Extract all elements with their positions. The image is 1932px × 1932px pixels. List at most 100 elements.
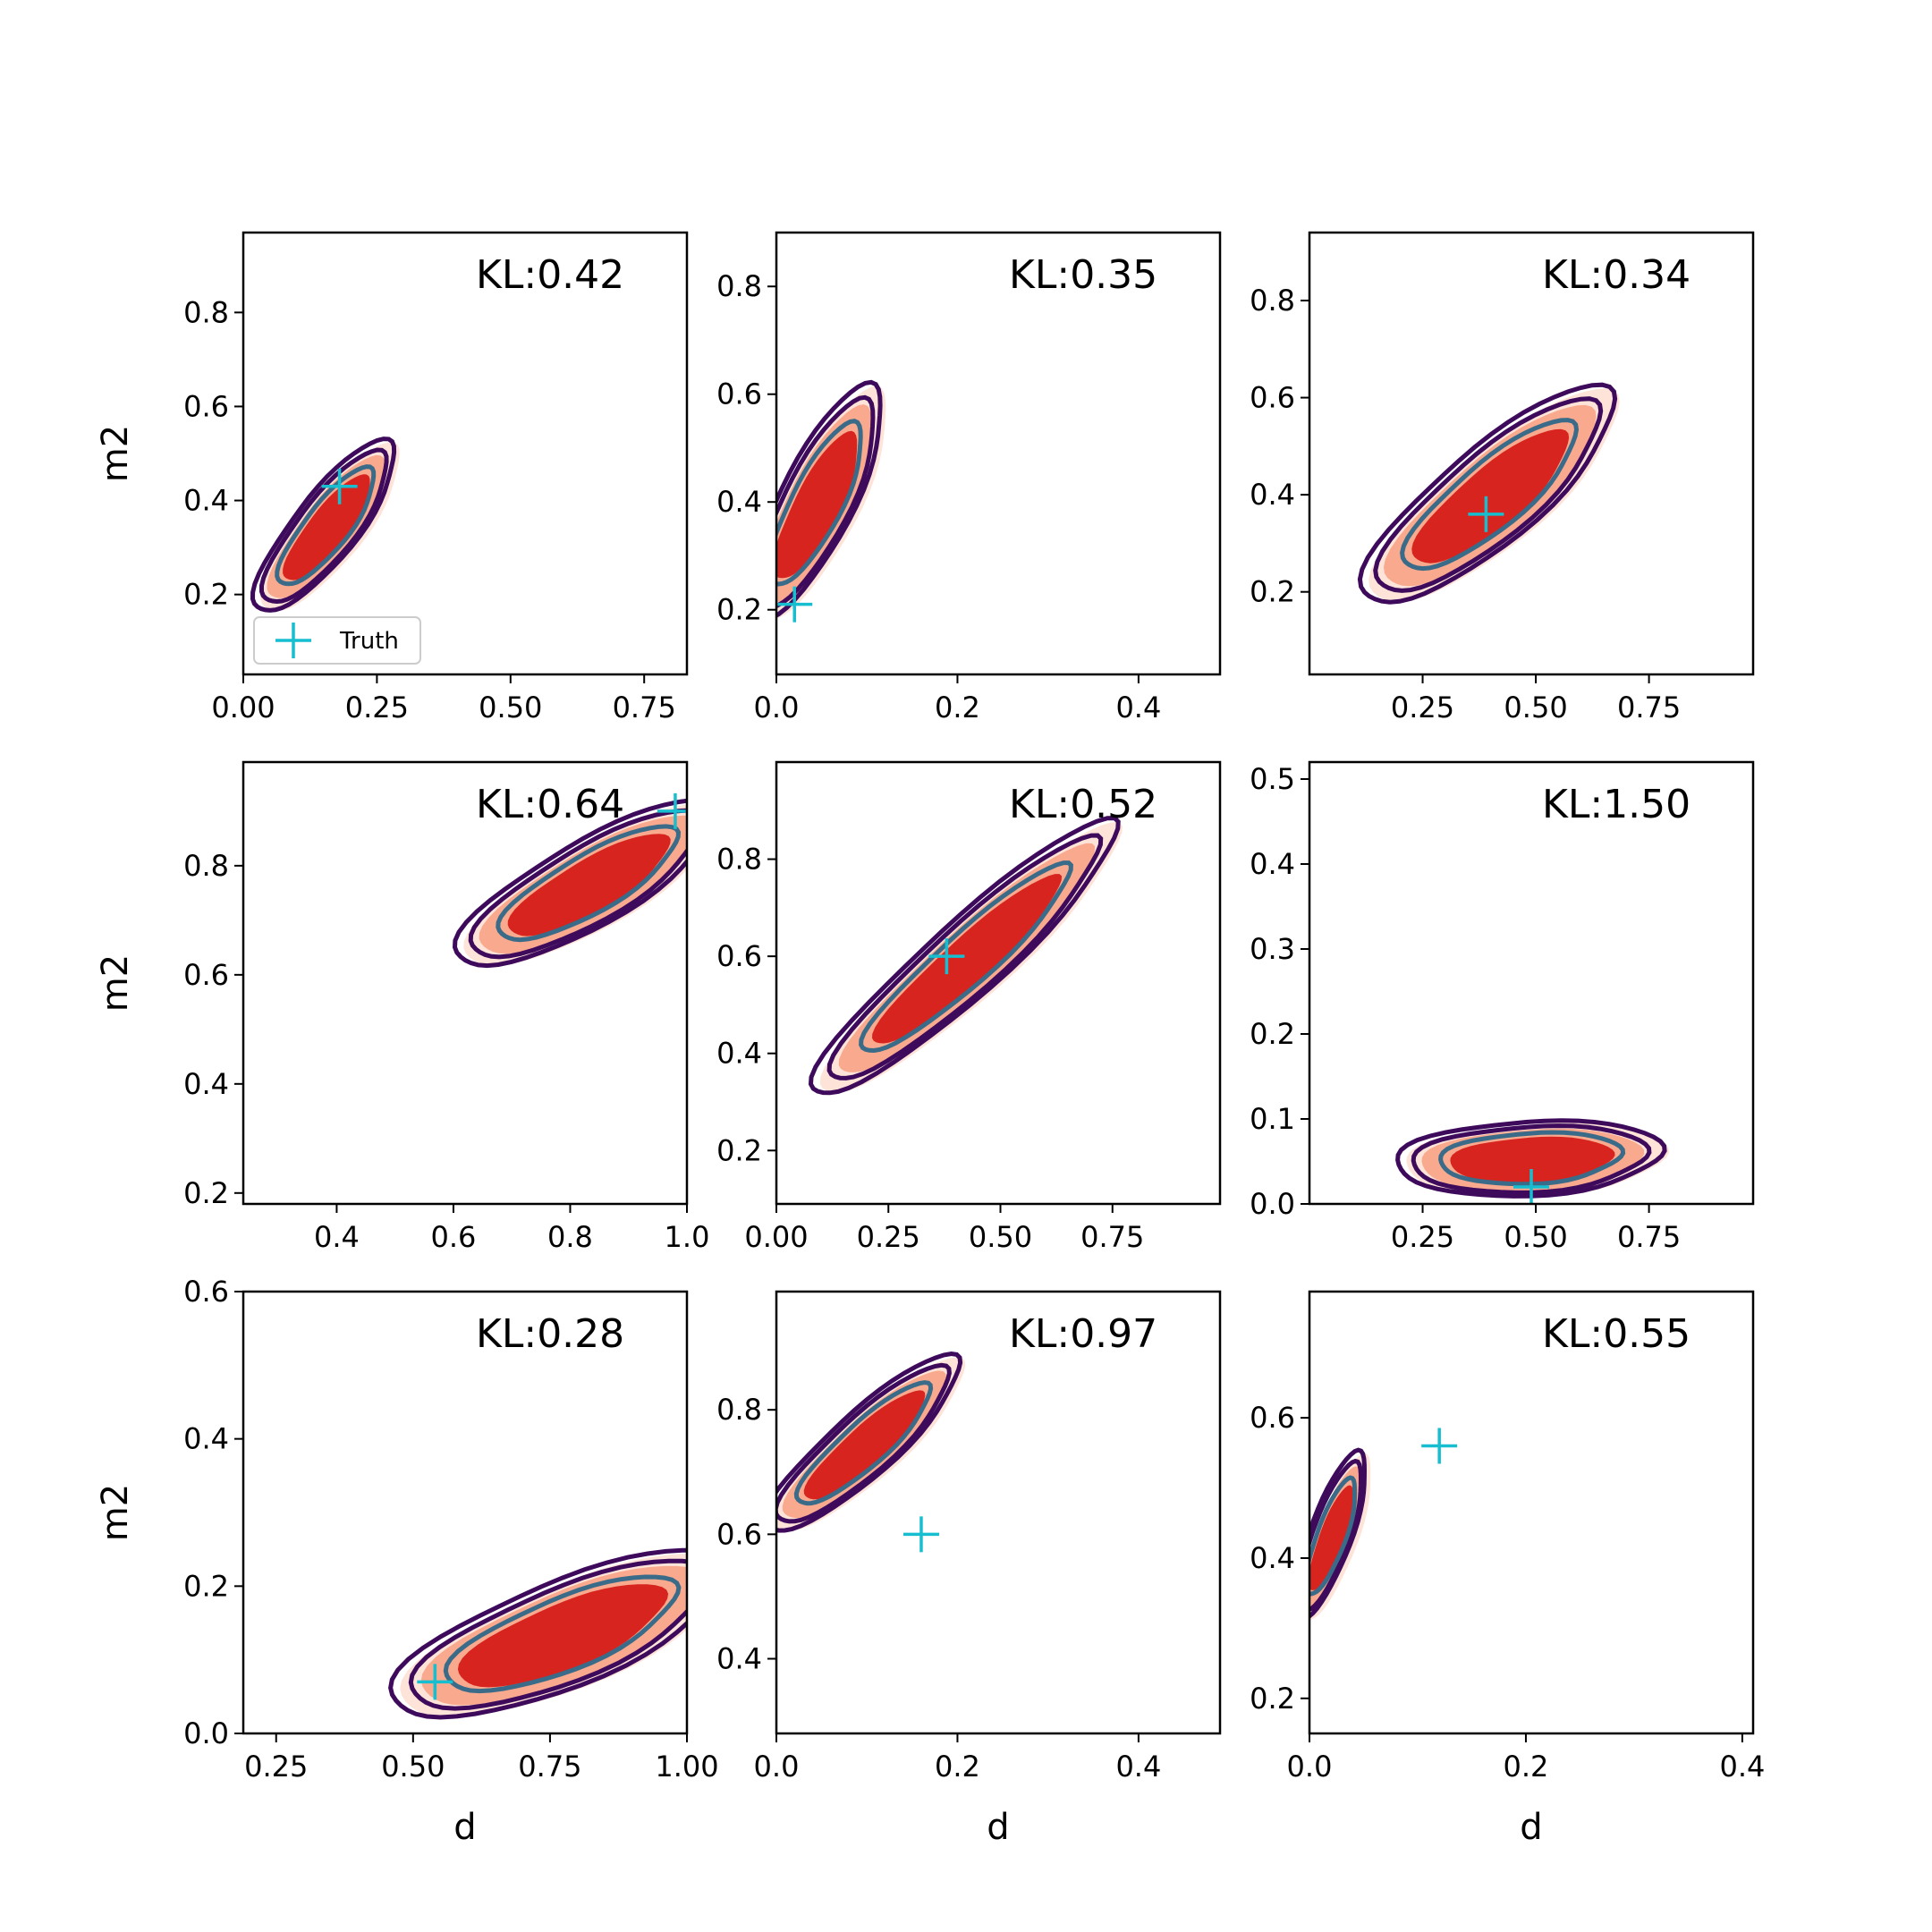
x-tick-label: 0.2 [935,691,980,724]
y-tick-label: 0.4 [716,485,762,519]
density-contours [1395,1118,1669,1204]
y-tick-label: 0.0 [1250,1187,1295,1221]
panel-3: 0.25 0.50 0.75 0.2 0.4 0.6 0.8 KL:0.34 [1250,231,1755,724]
contour-outer-line [1357,382,1618,605]
y-tick-label: 0.4 [716,1642,762,1676]
kl-annotation: KL:0.97 [1009,1311,1157,1357]
density-fill-inner [1411,428,1570,564]
density-contours [1357,382,1620,605]
contour-inner-line [443,1574,682,1694]
y-tick-label: 0.6 [716,939,762,973]
x-tick-label: 0.50 [969,1220,1032,1254]
y-tick-label: 0.8 [183,295,229,329]
truth-marker [1513,1169,1549,1204]
contour-mid-line [1309,1458,1364,1613]
panel-5: 0.00 0.25 0.50 0.75 0.2 0.4 0.6 0.8 KL:0.52 [716,760,1222,1254]
x-tick-label: 0.00 [211,691,275,724]
panel-1: 0.00 0.25 0.50 0.75 0.2 0.4 0.6 0.8 KL:0.42 m2 Tru… [95,231,689,724]
x-tick-label: 0.50 [1504,1220,1567,1254]
density-fill-inner [776,430,858,579]
contour-mid-line [259,447,389,605]
axes-frame [1308,231,1755,676]
x-tick-label: 0.0 [754,1750,800,1784]
y-tick-label: 0.2 [1250,575,1295,609]
density-fill-inner [1450,1136,1615,1183]
density-contours [776,379,886,623]
y-axis-label: m2 [95,954,136,1012]
y-axis-label: m2 [95,425,136,482]
y-tick-label: 0.1 [1250,1102,1295,1136]
axes-frame [242,231,689,676]
contour-inner-line [776,419,863,587]
truth-marker [902,1516,939,1553]
truth-marker [928,938,965,975]
y-tick-label: 0.6 [716,1517,762,1551]
panel-8: 0.0 0.2 0.4 0.4 0.6 0.8 KL:0.97 d [716,1290,1222,1848]
y-tick-label: 0.4 [183,1067,229,1101]
contour-inner-line [793,1380,934,1506]
x-tick-label: 0.25 [1391,1220,1454,1254]
contour-inner-line [1438,1130,1626,1187]
density-fill-inner [872,874,1062,1044]
truth-marker [321,468,358,504]
panel-6: 0.25 0.50 0.75 0.0 0.1 0.2 0.3 0.4 0.5 KL:1.50 [1250,760,1755,1254]
y-tick-label: 0.8 [716,269,762,303]
contour-inner-line [859,860,1073,1054]
density-contours [1309,1428,1458,1621]
x-tick-label: 0.25 [345,691,409,724]
y-tick-label: 0.8 [1250,284,1295,318]
y-tick-label: 0.2 [716,593,762,627]
kl-annotation: KL:1.50 [1542,782,1690,827]
x-axis-label: d [453,1807,476,1848]
kl-annotation: KL:0.55 [1542,1311,1690,1357]
x-tick-label: 1.0 [665,1220,710,1254]
density-fill-inner [1309,1485,1353,1590]
contour-mid-line [776,394,876,609]
x-tick-label: 1.00 [655,1750,718,1784]
y-tick-label: 0.4 [1250,847,1295,881]
axes-frame [242,1290,689,1735]
contour-mid-line [468,808,687,960]
x-tick-label: 0.4 [1115,691,1161,724]
x-tick-label: 0.0 [1287,1750,1333,1784]
density-fill-inner [507,834,671,936]
y-tick-label: 0.6 [1250,381,1295,415]
contour-inner-line [496,824,682,943]
axes-frame [1308,760,1755,1206]
contour-outer-line [250,436,397,613]
x-tick-label: 0.50 [381,1750,445,1784]
x-tick-label: 0.0 [754,691,800,724]
contour-outer-line [808,816,1121,1096]
truth-marker [776,586,813,623]
truth-marker [1421,1428,1458,1464]
y-tick-label: 0.2 [1250,1017,1295,1051]
y-tick-label: 0.8 [716,1393,762,1427]
contour-inner-line [1400,418,1580,572]
legend-truth-label: Truth [339,628,399,655]
y-tick-label: 0.2 [716,1133,762,1167]
x-tick-label: 0.50 [479,691,542,724]
y-tick-label: 0.6 [183,1275,229,1309]
contour-outer-line [1309,1447,1368,1619]
contour-mid-line [1373,396,1604,593]
y-tick-label: 0.6 [183,958,229,992]
x-tick-label: 0.8 [547,1220,593,1254]
x-tick-label: 0.75 [1080,1220,1144,1254]
density-contours [776,1351,966,1553]
x-tick-label: 0.75 [1617,691,1681,724]
y-tick-label: 0.6 [1250,1401,1295,1435]
y-tick-label: 0.5 [1250,762,1295,796]
density-fill-inner [803,1390,926,1500]
contour-mid-line [1411,1123,1652,1195]
kl-annotation: KL:0.28 [476,1311,624,1357]
truth-marker [417,1664,453,1700]
panel-7: 0.25 0.50 0.75 1.00 0.0 0.2 0.4 0.6 KL:0.28 m2 d [95,1275,719,1848]
x-tick-label: 0.4 [314,1220,360,1254]
kl-annotation: KL:0.52 [1009,782,1157,827]
density-contours [388,1547,687,1720]
density-fill-inner [457,1584,669,1688]
contour-outer-line [776,379,883,618]
y-tick-label: 0.2 [1250,1682,1295,1716]
y-axis-label: m2 [95,1484,136,1541]
